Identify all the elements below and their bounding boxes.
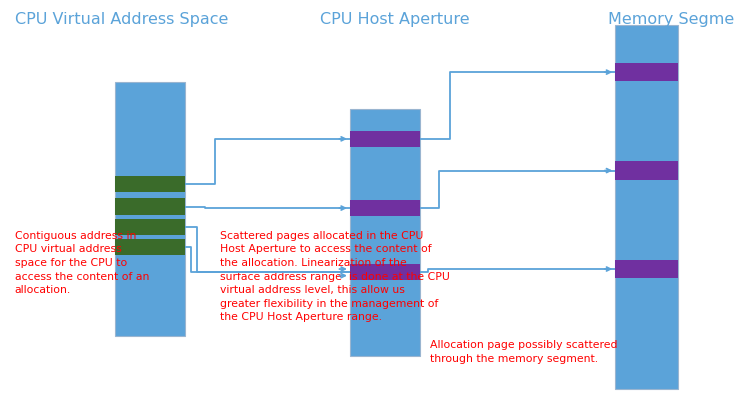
Text: CPU Host Aperture: CPU Host Aperture <box>320 12 470 27</box>
Text: Contiguous address in
CPU virtual address
space for the CPU to
access the conten: Contiguous address in CPU virtual addres… <box>15 231 149 295</box>
Bar <box>115 176 185 192</box>
Bar <box>350 131 420 147</box>
Text: Memory Segment: Memory Segment <box>608 12 735 27</box>
Text: CPU Virtual Address Space: CPU Virtual Address Space <box>15 12 228 27</box>
Text: Scattered pages allocated in the CPU
Host Aperture to access the content of
the : Scattered pages allocated in the CPU Hos… <box>220 231 451 322</box>
Bar <box>115 219 185 235</box>
Bar <box>350 200 420 216</box>
FancyBboxPatch shape <box>115 82 185 336</box>
Bar <box>115 198 185 215</box>
FancyBboxPatch shape <box>615 25 678 389</box>
Bar <box>350 265 420 280</box>
Bar <box>615 260 678 278</box>
Bar <box>615 162 678 180</box>
Text: Allocation page possibly scattered
through the memory segment.: Allocation page possibly scattered throu… <box>430 340 617 363</box>
Bar <box>115 239 185 255</box>
FancyBboxPatch shape <box>350 109 420 356</box>
Bar <box>615 63 678 81</box>
